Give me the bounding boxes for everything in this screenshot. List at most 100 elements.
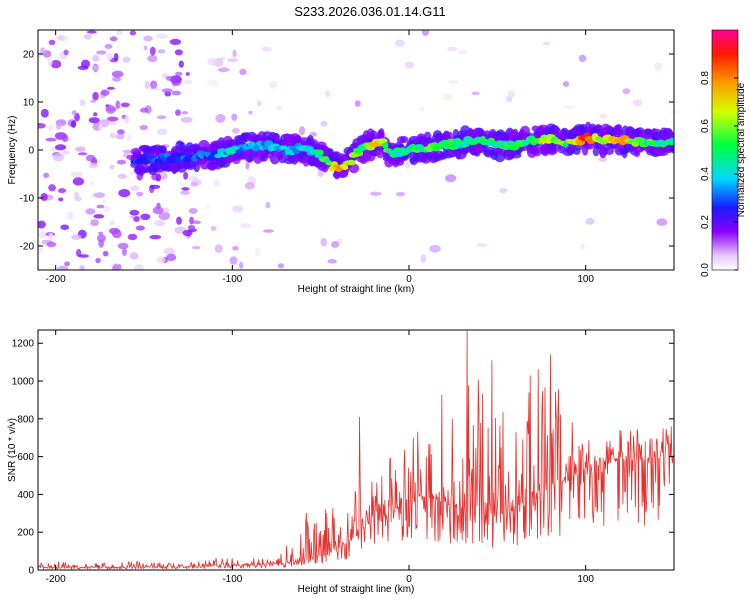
noise-blob (152, 206, 164, 215)
noise-blob (180, 116, 193, 123)
noise-blob (61, 134, 69, 143)
noise-blob (129, 209, 140, 216)
noise-blob (90, 99, 96, 104)
noise-blob (354, 100, 361, 107)
noise-blob (60, 224, 70, 230)
noise-blob (442, 93, 453, 101)
noise-blob (183, 171, 189, 180)
y-tick-label: 800 (17, 414, 34, 425)
noise-blob (117, 242, 129, 250)
noise-blob (214, 244, 223, 253)
noise-blob (101, 199, 107, 204)
noise-blob (176, 216, 182, 225)
x-tick-label: -100 (222, 274, 242, 285)
noise-blob (207, 79, 219, 87)
ridge-cell (506, 140, 515, 146)
noise-blob (229, 256, 238, 265)
spectrogram-marks (38, 30, 674, 270)
noise-blob (46, 241, 57, 248)
noise-blob (181, 187, 190, 191)
noise-blob (40, 192, 48, 202)
noise-blob (232, 49, 237, 58)
noise-blob (320, 120, 328, 127)
noise-blob (178, 60, 184, 68)
noise-blob (320, 237, 328, 247)
noise-blob (185, 72, 190, 76)
noise-blob (113, 52, 119, 61)
y-tick-label: 0 (28, 566, 34, 577)
noise-blob (447, 46, 458, 52)
ridge-halo (670, 143, 674, 154)
y-tick-label: 400 (17, 490, 34, 501)
noise-blob (154, 219, 166, 227)
noise-blob (622, 88, 631, 95)
ridge-cell (462, 142, 470, 148)
noise-blob (261, 46, 272, 52)
noise-blob (43, 172, 50, 179)
noise-blob (421, 30, 430, 37)
y-tick-label: 20 (23, 50, 35, 61)
noise-blob (52, 152, 65, 162)
noise-blob (45, 137, 57, 142)
noise-blob (169, 38, 182, 46)
ridge-cell (356, 151, 364, 157)
noise-blob (38, 231, 46, 239)
noise-blob (55, 123, 62, 130)
noise-blob (96, 50, 107, 55)
noise-blob (207, 57, 219, 66)
noise-blob (117, 129, 125, 135)
noise-blob (104, 43, 113, 50)
noise-blob (70, 171, 83, 178)
noise-blob (248, 110, 253, 115)
noise-blob (158, 211, 171, 221)
ridge-halo (443, 131, 453, 139)
noise-blob (331, 240, 340, 248)
noise-blob (165, 75, 173, 81)
x-tick-label: 0 (406, 274, 412, 285)
noise-blob (226, 58, 239, 62)
noise-blob (156, 115, 167, 120)
ridge-cell (341, 164, 349, 171)
noise-blob (109, 164, 115, 170)
ridge-cell (382, 142, 389, 149)
noise-blob (102, 250, 109, 257)
noise-blob (90, 180, 95, 185)
noise-blob (457, 49, 468, 55)
noise-blob (188, 176, 199, 181)
noise-blob (171, 90, 181, 96)
noise-blob (181, 111, 189, 115)
noise-blob (88, 117, 100, 124)
x-tick-label: 0 (406, 574, 412, 585)
noise-blob (129, 30, 137, 36)
x-tick-label: -200 (46, 274, 66, 285)
noise-blob (121, 248, 127, 256)
ridge-halo (271, 133, 280, 140)
noise-blob (188, 208, 198, 214)
noise-blob (265, 201, 271, 209)
noise-blob (192, 220, 201, 225)
noise-blob (100, 89, 110, 96)
noise-blob (77, 152, 88, 156)
noise-blob (598, 156, 608, 162)
ridge-halo (348, 163, 360, 174)
snr-y-label: SNR (10 * v/v) (7, 418, 18, 482)
noise-blob (135, 225, 145, 231)
noise-blob (95, 257, 101, 264)
snr-frame (37, 329, 675, 571)
noise-blob (180, 190, 191, 195)
noise-blob (111, 70, 124, 78)
noise-blob (79, 265, 85, 270)
noise-blob (189, 216, 194, 225)
ridge-halo (604, 147, 615, 155)
ridge-cell (347, 159, 356, 166)
noise-blob (48, 184, 56, 192)
noise-blob (471, 91, 480, 96)
colorbar-tick-label: 0.0 (700, 263, 711, 277)
noise-blob (70, 120, 77, 128)
noise-blob (244, 182, 255, 190)
noise-blob (369, 191, 382, 196)
noise-blob (85, 154, 96, 162)
ridge-cell (562, 142, 569, 148)
snr-x-ticks: -200 -100 0 100 (46, 330, 594, 585)
noise-blob (394, 39, 405, 47)
